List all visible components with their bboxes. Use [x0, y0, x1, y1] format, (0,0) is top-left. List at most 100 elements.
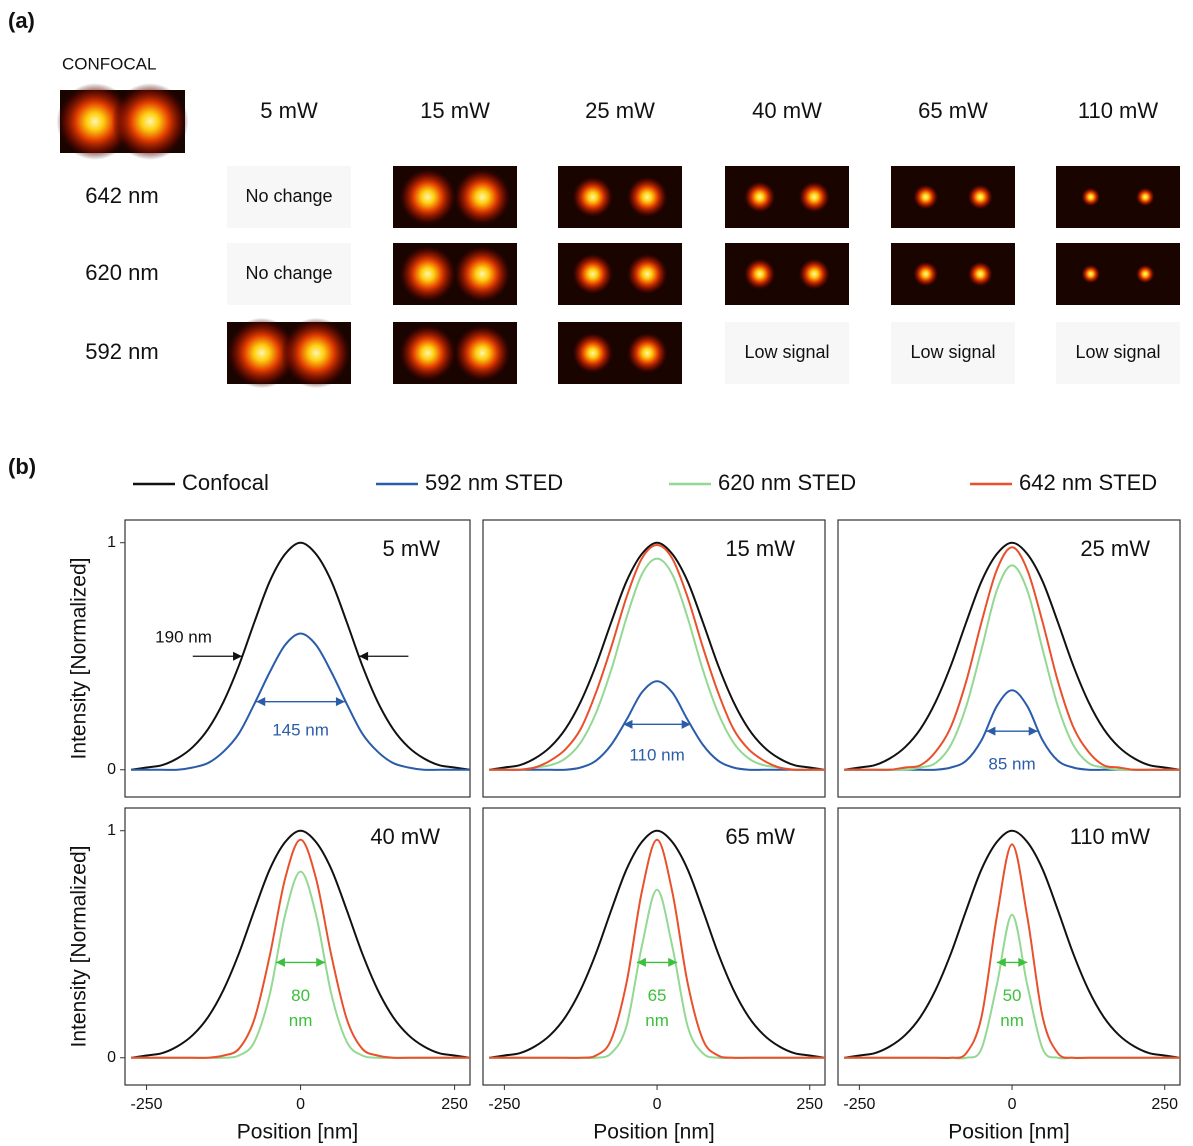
column-header: 40 mW [752, 98, 822, 123]
plot-frame [124, 519, 471, 798]
arrow-head [335, 697, 345, 707]
psf-spot [626, 332, 669, 374]
fit-curve [489, 838, 825, 1059]
psf-spot [453, 245, 512, 303]
x-axis-label: Position [nm] [237, 1121, 358, 1144]
arrow-head [233, 651, 243, 661]
arrow-head [636, 957, 646, 967]
annotation: 80 [291, 986, 310, 1005]
x-tick-label: 0 [1008, 1096, 1017, 1113]
confocal-label: CONFOCAL [62, 54, 156, 73]
micrograph [725, 166, 849, 228]
psf-spot [398, 245, 457, 303]
panel-label: (b) [8, 454, 36, 479]
arrow-head [275, 957, 285, 967]
arrow-head [1028, 726, 1038, 736]
y-tick-label: 1 [107, 822, 116, 839]
fit-curve [489, 888, 825, 1060]
psf-spot [571, 332, 614, 374]
chart-title: 110 mW [1070, 824, 1151, 849]
psf-spot [281, 317, 352, 389]
empty-cell [227, 243, 351, 305]
psf-spot [1135, 187, 1155, 207]
arrow-head [623, 719, 633, 729]
arrow-head [986, 726, 996, 736]
chart-title: 40 mW [370, 824, 440, 849]
fit-curve [844, 843, 1180, 1060]
row-label: 642 nm [85, 183, 158, 208]
chart-title: 65 mW [725, 824, 795, 849]
cell-note: No change [245, 263, 332, 283]
fit-curve [131, 838, 470, 1059]
empty-cell [891, 322, 1015, 384]
column-header: 25 mW [585, 98, 655, 123]
x-tick-label: 0 [296, 1096, 305, 1113]
x-tick-label: 250 [441, 1096, 468, 1113]
column-header: 5 mW [260, 98, 318, 123]
psf-spot [626, 176, 669, 218]
psf-spot [743, 258, 776, 290]
annotation: nm [289, 1011, 313, 1030]
arrow-head [996, 957, 1006, 967]
y-axis-label: Intensity [Normalized] [68, 558, 91, 760]
row-label: 592 nm [85, 339, 158, 364]
y-axis-label: Intensity [Normalized] [68, 846, 91, 1048]
arrow-head [668, 957, 678, 967]
plot-frame [482, 807, 826, 1086]
plot-frame [837, 807, 1181, 1086]
x-tick-label: -250 [488, 1096, 520, 1113]
cell-note: Low signal [744, 342, 829, 362]
fit-curve [131, 870, 470, 1059]
psf-spot [1081, 187, 1101, 207]
psf-spot [226, 317, 297, 389]
fit-curve [488, 541, 826, 771]
chart-title: 5 mW [383, 536, 441, 561]
chart-title: 25 mW [1080, 536, 1150, 561]
fit-curve [131, 632, 470, 771]
legend-label: Confocal [182, 470, 269, 495]
empty-cell [1056, 322, 1180, 384]
column-header: 110 mW [1078, 98, 1159, 123]
annotation: nm [645, 1011, 669, 1030]
y-tick-label: 0 [107, 761, 116, 778]
psf-spot [967, 261, 994, 287]
micrograph [891, 243, 1015, 305]
psf-spot [1081, 264, 1101, 284]
fit-curve [489, 543, 825, 771]
cell-note: No change [245, 186, 332, 206]
arrow-head [359, 651, 369, 661]
fit-curve [844, 564, 1180, 771]
psf-spot [56, 83, 134, 160]
plot-frame [124, 807, 471, 1086]
fit-curve [131, 829, 471, 1059]
annotation: 85 nm [988, 755, 1035, 774]
x-tick-label: 0 [653, 1096, 662, 1113]
psf-spot [912, 261, 939, 287]
x-tick-label: -250 [843, 1096, 875, 1113]
row-label: 620 nm [85, 260, 158, 285]
fit-curve [489, 557, 825, 771]
annotation: 190 nm [155, 628, 212, 647]
cell-note: Low signal [910, 342, 995, 362]
psf-spot [398, 324, 457, 382]
legend-label: 642 nm STED [1019, 470, 1157, 495]
psf-spot [111, 83, 189, 160]
micrograph [891, 166, 1015, 228]
fit-curve [488, 829, 826, 1059]
fit-curve [844, 546, 1180, 771]
arrow-head [316, 957, 326, 967]
column-header: 65 mW [918, 98, 988, 123]
micrograph [1056, 166, 1180, 228]
legend-label: 620 nm STED [718, 470, 856, 495]
psf-spot [453, 168, 512, 226]
micrograph [1056, 243, 1180, 305]
annotation: nm [1000, 1011, 1024, 1030]
psf-spot [626, 253, 669, 295]
psf-spot [453, 324, 512, 382]
annotation: 110 nm [629, 746, 684, 765]
fit-curve [489, 680, 825, 771]
fit-curve [843, 541, 1181, 771]
plot-frame [482, 519, 826, 798]
psf-spot [912, 184, 939, 210]
cell-note: Low signal [1075, 342, 1160, 362]
